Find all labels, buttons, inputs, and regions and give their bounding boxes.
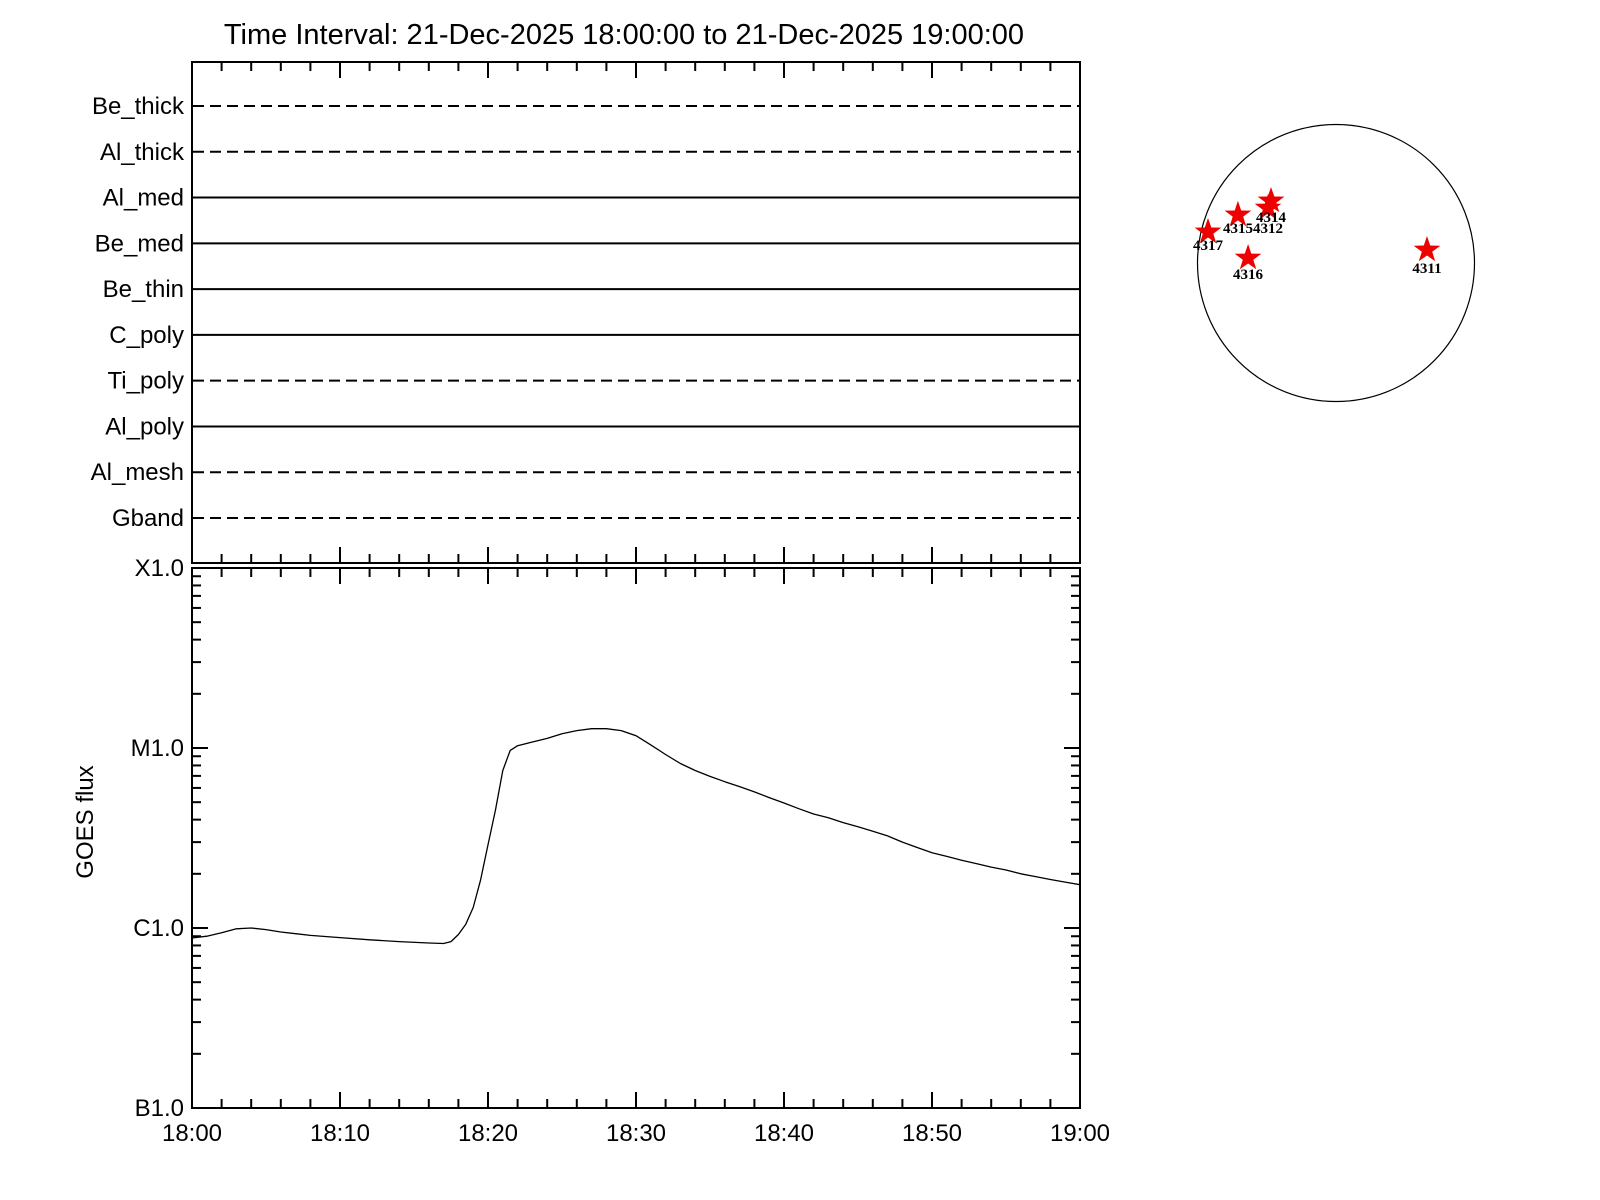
active-region-star [1234,244,1262,270]
filter-row-label: Be_med [95,230,184,257]
filter-row-label: Be_thick [92,93,185,120]
active-region-star [1194,218,1222,244]
y-axis-tick-label: B1.0 [135,1095,184,1122]
x-axis-tick-label: 18:10 [310,1120,370,1147]
x-axis-tick-label: 19:00 [1050,1120,1110,1147]
goes-flux-panel: X1.0 M1.0 C1.0 B1.018:00 18:10 18:20 18:30 18:4… [72,555,1110,1147]
active-region-label: 4314 [1256,210,1287,226]
filter-row-label: Al_med [103,185,184,212]
active-region-label: 4317 [1193,238,1224,254]
filter-row-label: Al_thick [100,139,185,166]
solar-disk-limb [1196,123,1476,403]
filter-row-label: Al_poly [105,413,184,440]
active-region-label: 4316 [1233,267,1264,283]
y-axis-tick-label: C1.0 [133,915,184,942]
figure-title: Time Interval: 21-Dec-2025 18:00:00 to 2… [224,19,1024,51]
active-region-star [1257,187,1285,213]
filter-row-label: Gband [112,505,184,532]
filter-row-label: Ti_poly [108,368,184,395]
active-region-star [1413,236,1441,262]
goes-flux-axis-title: GOES flux [72,765,99,878]
active-region-label: 4315 [1223,221,1253,237]
y-axis-tick-label: X1.0 [135,555,184,582]
filter-timeline-panel: Be_thick Al_thick Al_med Be_med Be_thin C_pol… [91,61,1081,564]
filter-row-label: C_poly [109,322,184,349]
goes-panel-frame [191,567,1081,1109]
x-axis-tick-label: 18:00 [162,1120,222,1147]
y-axis-tick-label: M1.0 [131,735,184,762]
active-region-label: 4311 [1412,261,1441,277]
filter-panel-frame [191,61,1081,564]
x-axis-tick-label: 18:20 [458,1120,518,1147]
goes-flux-curve [191,728,1081,945]
x-axis-tick-label: 18:50 [902,1120,962,1147]
active-region-label: 4312 [1253,221,1283,237]
filter-row-label: Be_thin [103,276,184,303]
x-axis-tick-label: 18:30 [606,1120,666,1147]
filter-row-label: Al_mesh [91,459,184,486]
x-axis-tick-label: 18:40 [754,1120,814,1147]
active-region-star [1224,200,1252,227]
